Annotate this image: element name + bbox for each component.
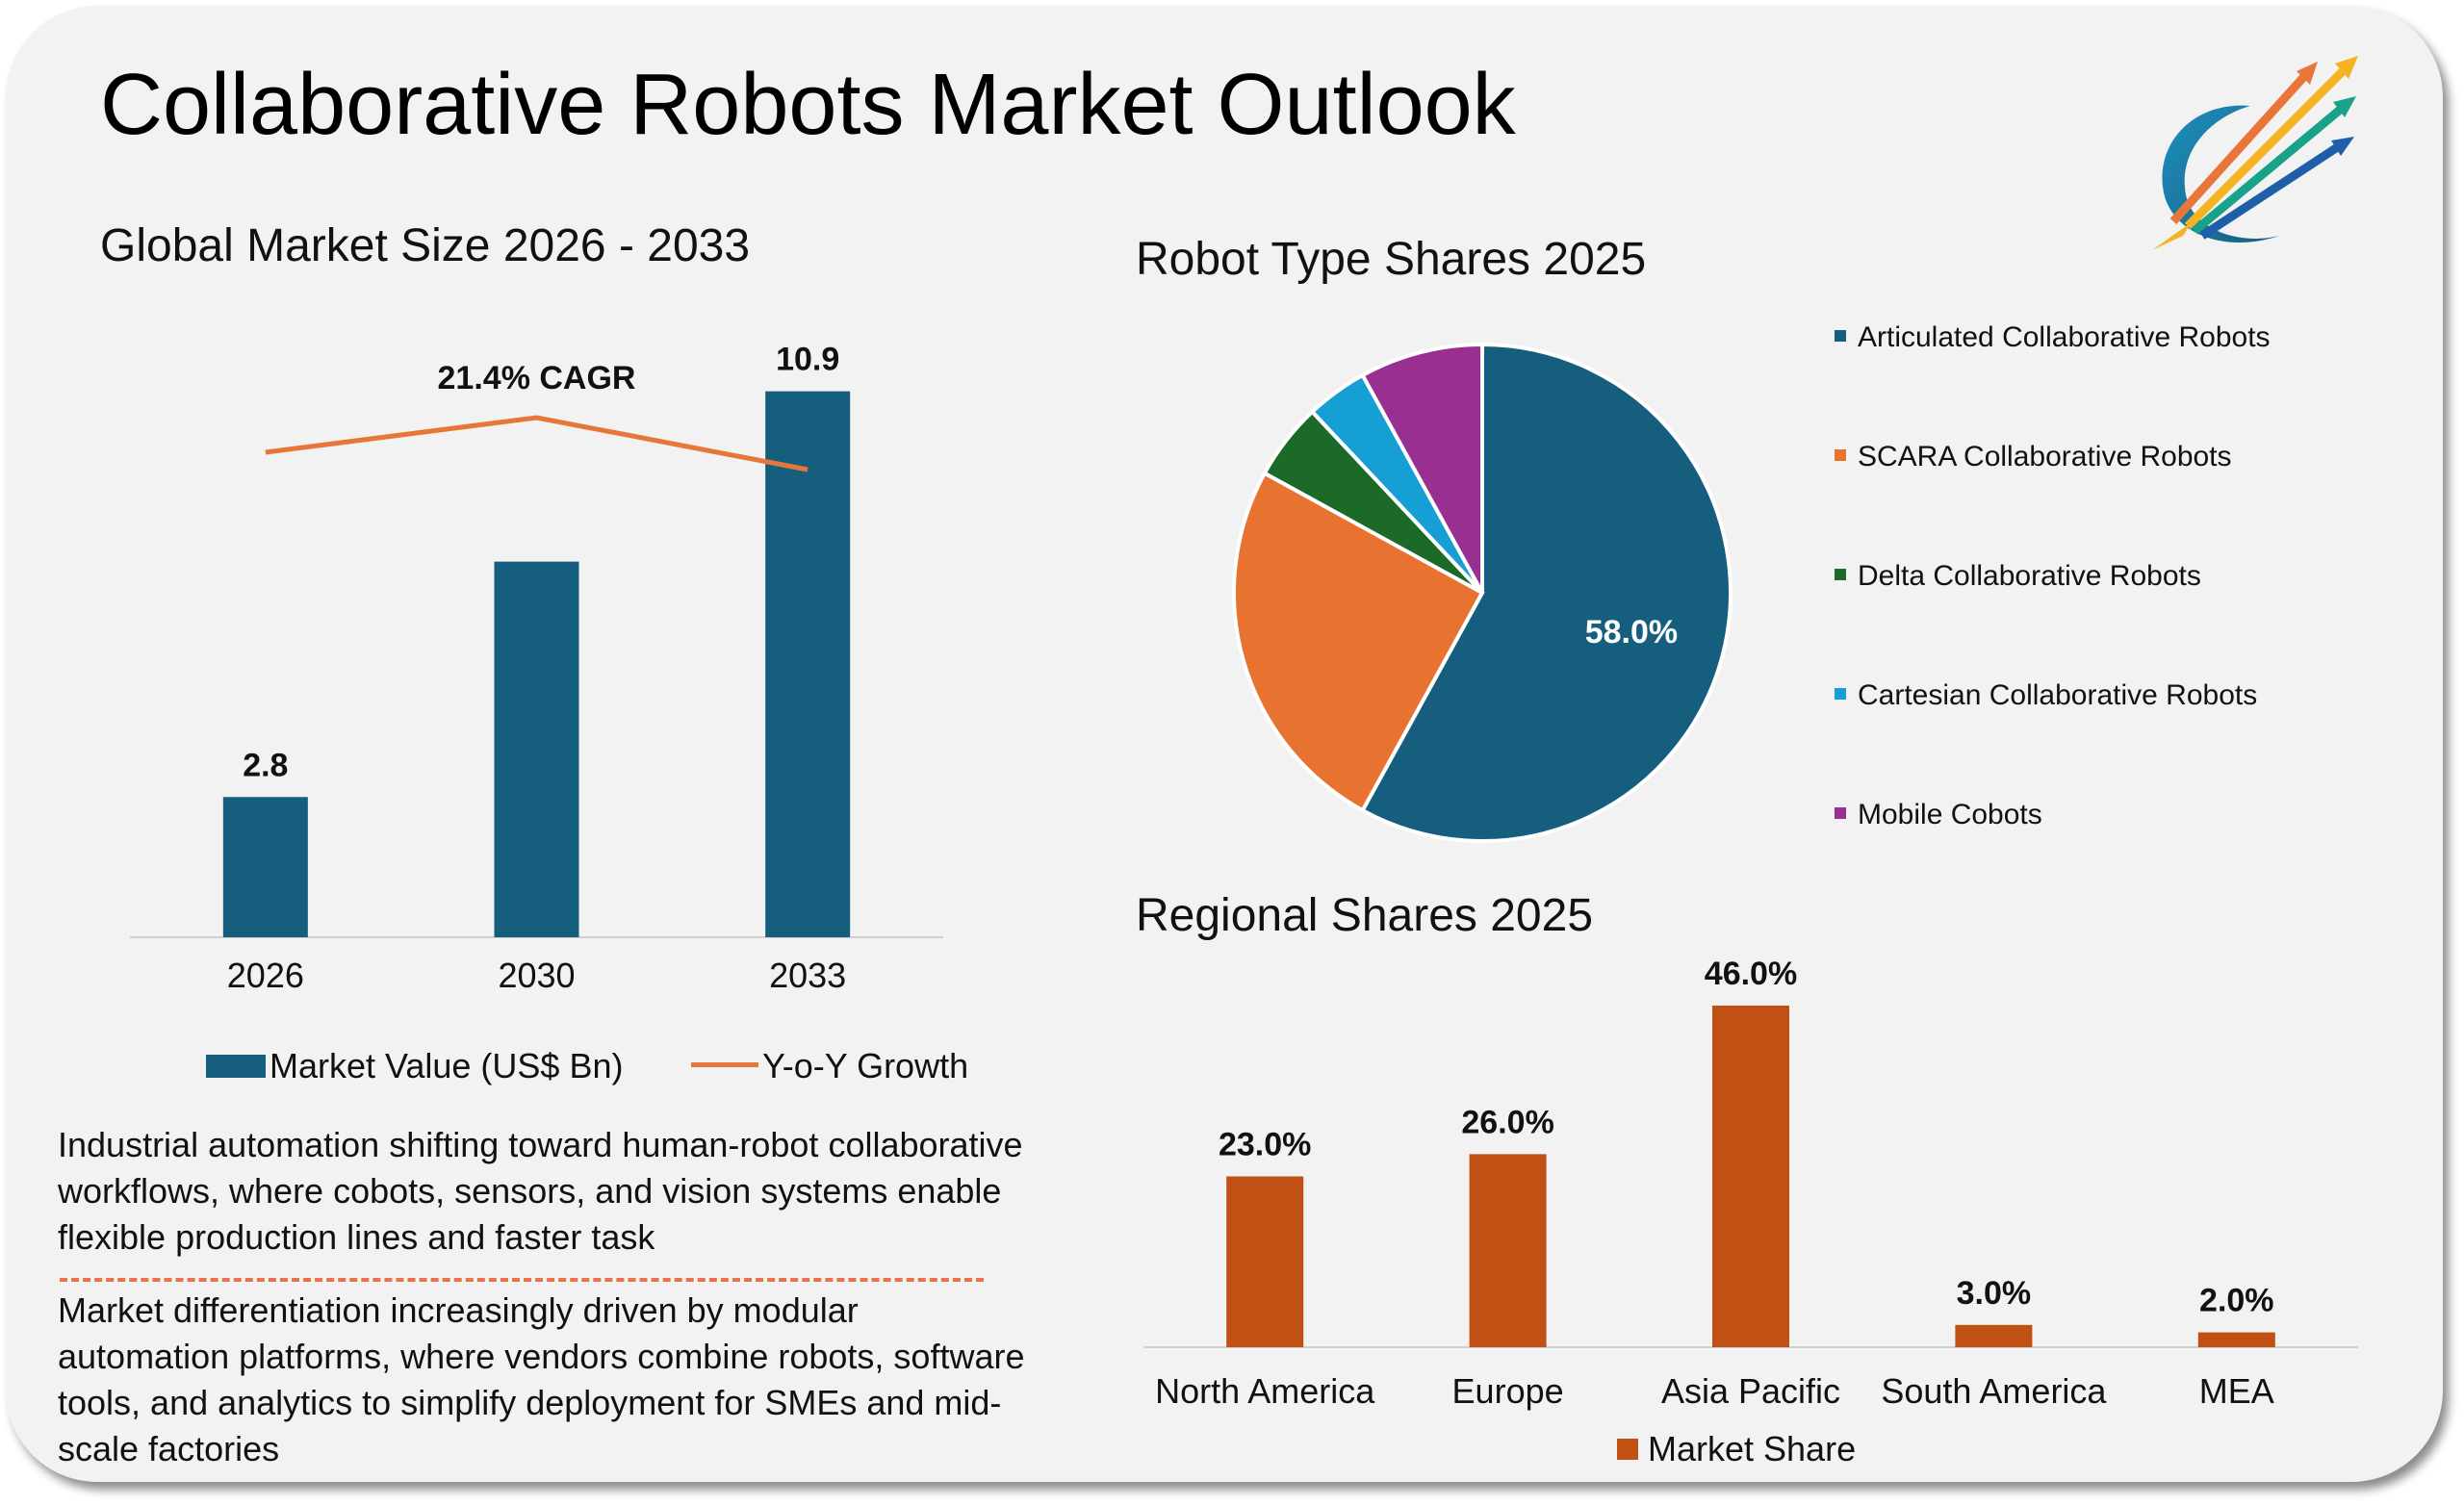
region-tick-label: Asia Pacific — [1661, 1371, 1840, 1411]
pie-legend-swatch — [1835, 688, 1846, 701]
pie-slice-0 — [1359, 342, 1732, 843]
region-bar-3 — [1955, 1324, 2033, 1347]
legend-market-share-label: Market Share — [1648, 1429, 1857, 1468]
region-tick-label: MEA — [2199, 1371, 2274, 1411]
pie-legend-item: Articulated Collaborative Robots — [1835, 323, 2271, 352]
pie-legend-item: Delta Collaborative Robots — [1835, 562, 2201, 591]
legend-market-value-label: Market Value (US$ Bn) — [270, 1046, 624, 1085]
region-bar-0 — [1226, 1176, 1304, 1347]
pie-legend-item: SCARA Collaborative Robots — [1835, 443, 2232, 472]
regional-shares-chart: 23.0% North America 26.0% Europe 46.0% Asia P… — [1143, 956, 2358, 1411]
pie-legend-swatch — [1835, 569, 1846, 581]
legend-yoy-growth-label: Y-o-Y Growth — [762, 1046, 969, 1085]
legend-bar-swatch — [206, 1055, 266, 1079]
legend-share-swatch — [1617, 1439, 1638, 1461]
market-bar-2030 — [494, 561, 579, 937]
region-bar-label: 3.0% — [1957, 1275, 2031, 1312]
region-bar-label: 23.0% — [1219, 1127, 1311, 1163]
cagr-annotation: 21.4% CAGR — [438, 360, 636, 396]
page-title: Collaborative Robots Market Outlook — [100, 57, 1516, 153]
yoy-growth-line — [265, 415, 808, 472]
pie-legend-swatch — [1835, 449, 1846, 462]
market-tick-label: 2030 — [498, 956, 575, 995]
region-tick-label: North America — [1155, 1371, 1375, 1411]
region-bar-1 — [1469, 1154, 1547, 1347]
legend-line-swatch — [691, 1061, 758, 1067]
insight-divider — [60, 1278, 984, 1282]
pie-legend-item: Cartesian Collaborative Robots — [1835, 681, 2257, 710]
pie-legend-label: SCARA Collaborative Robots — [1858, 441, 2232, 472]
robot-type-pie-chart: 58.0% — [1232, 342, 1732, 843]
market-bar-2026 — [222, 797, 308, 937]
region-bar-label: 46.0% — [1705, 956, 1797, 992]
pie-legend-item: Mobile Cobots — [1835, 801, 2042, 830]
region-bar-4 — [2197, 1332, 2275, 1347]
market-bar-label: 10.9 — [776, 342, 839, 378]
rising-arrows-logo-icon — [2152, 56, 2358, 250]
pie-legend-label: Articulated Collaborative Robots — [1858, 321, 2271, 353]
market-bar-label: 2.8 — [243, 747, 288, 783]
insight-differentiation: Market differentiation increasingly driv… — [58, 1290, 1025, 1468]
market-tick-label: 2033 — [769, 956, 846, 995]
region-bar-label: 26.0% — [1461, 1104, 1553, 1140]
pie-legend-label: Mobile Cobots — [1858, 799, 2042, 830]
region-bar-2 — [1712, 1006, 1789, 1347]
pie-legend-swatch — [1835, 807, 1846, 820]
infographic-card — [6, 6, 2443, 1482]
legend-market-share: Market Share — [1617, 1432, 1856, 1467]
region-bar-label: 2.0% — [2199, 1283, 2274, 1319]
pie-legend-label: Cartesian Collaborative Robots — [1858, 679, 2258, 711]
robot-type-title: Robot Type Shares 2025 — [1136, 234, 1647, 285]
pie-slice-1 — [1232, 470, 1485, 813]
pie-legend-swatch — [1835, 330, 1846, 343]
region-tick-label: South America — [1881, 1371, 2107, 1411]
regional-title: Regional Shares 2025 — [1136, 890, 1594, 941]
pie-slice-4 — [1359, 342, 1484, 594]
market-size-title: Global Market Size 2026 - 2033 — [100, 220, 751, 271]
legend-market-value: Market Value (US$ Bn) — [206, 1049, 623, 1084]
pie-legend-label: Delta Collaborative Robots — [1858, 560, 2201, 592]
insight-automation: Industrial automation shifting toward hu… — [58, 1125, 1023, 1257]
pie-slice-label: 58.0% — [1585, 614, 1678, 651]
market-tick-label: 2026 — [227, 956, 304, 995]
market-size-chart: 2.8 2026 2030 10.9 2033 21.4% CAGR — [130, 342, 943, 995]
market-bar-2033 — [765, 391, 851, 938]
region-tick-label: Europe — [1452, 1371, 1564, 1411]
legend-yoy-growth: Y-o-Y Growth — [691, 1049, 968, 1084]
